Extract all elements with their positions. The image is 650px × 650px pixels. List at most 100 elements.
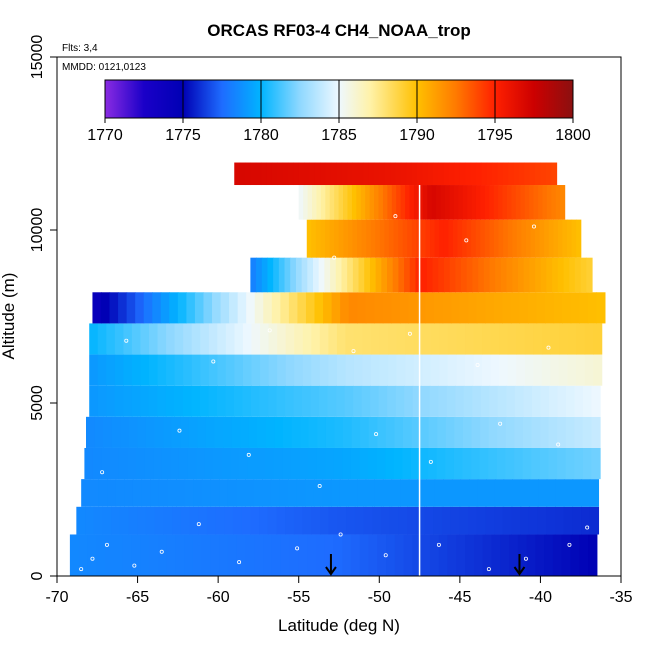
- curtain-cell: [433, 506, 443, 535]
- curtain-cell: [446, 385, 456, 417]
- curtain-cell: [482, 354, 492, 386]
- curtain-cell: [348, 479, 358, 507]
- curtain-cell: [178, 447, 189, 480]
- curtain-cell: [544, 534, 554, 576]
- y-tick-label: 15000: [29, 35, 46, 80]
- curtain-cell: [89, 354, 99, 386]
- curtain-cell: [396, 323, 406, 355]
- curtain-cell: [333, 447, 343, 480]
- curtain-cell: [141, 479, 151, 507]
- curtain-cell: [307, 534, 317, 576]
- curtain-cell: [391, 185, 397, 220]
- curtain-cell: [219, 479, 229, 507]
- curtain-cell: [271, 534, 282, 576]
- sample-point: [124, 338, 129, 343]
- curtain-cell: [538, 185, 544, 220]
- curtain-cell: [462, 416, 473, 448]
- curtain-cell: [314, 162, 321, 186]
- curtain-cell: [396, 185, 402, 220]
- curtain-cell: [149, 323, 159, 355]
- curtain-cell: [507, 219, 513, 258]
- curtain-cell: [415, 257, 422, 293]
- curtain-cell: [563, 506, 573, 535]
- curtain-cell: [456, 323, 466, 355]
- curtain-cell: [445, 416, 456, 448]
- curtain-layer: [298, 185, 566, 220]
- curtain-cell: [93, 506, 104, 535]
- curtain-cell: [131, 354, 142, 386]
- sample-point: [556, 442, 561, 447]
- curtain-cell: [576, 323, 586, 355]
- curtain-cell: [545, 292, 555, 324]
- curtain-cell: [271, 162, 278, 186]
- curtain-cell: [197, 416, 207, 448]
- curtain-cell: [580, 257, 587, 293]
- curtain-cell: [484, 185, 490, 220]
- x-tick-label: -55: [287, 589, 310, 606]
- curtain-cell: [529, 162, 536, 186]
- curtain-cell: [441, 506, 452, 535]
- curtain-cell: [456, 354, 466, 386]
- curtain-cell: [325, 219, 331, 258]
- curtain-cell: [313, 257, 320, 293]
- curtain-cell: [279, 479, 289, 507]
- curtain-cell: [154, 416, 164, 448]
- sample-point: [332, 255, 337, 260]
- curtain-cell: [584, 323, 594, 355]
- curtain-cell: [426, 257, 434, 293]
- curtain-cell: [482, 534, 493, 576]
- curtain-cell: [538, 479, 548, 507]
- sample-points: [79, 214, 590, 572]
- x-axis-label: Latitude (deg N): [278, 616, 400, 635]
- sample-point: [267, 328, 272, 333]
- flights-note: Flts: 3,4: [62, 43, 98, 54]
- curtain-cell: [581, 506, 591, 535]
- curtain-cell: [407, 219, 413, 258]
- curtain-cell: [318, 257, 325, 293]
- curtain-cell: [163, 416, 173, 448]
- curtain-cell: [294, 323, 304, 355]
- curtain-cell: [394, 416, 404, 448]
- sample-point: [393, 214, 398, 219]
- curtain-cell: [499, 354, 509, 386]
- curtain-cell: [131, 323, 142, 355]
- curtain-cell: [282, 447, 292, 480]
- curtain-cell: [172, 506, 182, 535]
- curtain-cell: [372, 506, 382, 535]
- curtain-cell: [107, 479, 117, 507]
- curtain-cell: [420, 416, 430, 448]
- curtain-cell: [465, 354, 475, 386]
- curtain-cell: [548, 385, 559, 417]
- curtain-cell: [97, 354, 107, 386]
- curtain-cell: [343, 416, 353, 448]
- curtain-cell: [356, 185, 362, 220]
- curtain-cell: [319, 506, 330, 535]
- curtain-cell: [518, 162, 525, 186]
- curtain-cell: [317, 416, 327, 448]
- curtain-cell: [106, 354, 116, 386]
- curtain-cell: [97, 323, 107, 355]
- curtain-cell: [170, 447, 180, 480]
- curtain-cell: [225, 385, 235, 417]
- curtain-cell: [337, 506, 347, 535]
- curtain-cell: [574, 257, 582, 293]
- curtain-cell: [456, 534, 466, 576]
- curtain-cell: [264, 447, 275, 480]
- curtain-cell: [119, 506, 130, 535]
- curtain-cell: [463, 385, 473, 417]
- curtain-cell: [461, 257, 468, 293]
- curtain-cell: [277, 323, 287, 355]
- curtain-cell: [539, 219, 545, 258]
- curtain-cell: [263, 292, 273, 324]
- curtain-cell: [353, 385, 363, 417]
- curtain-cell: [234, 323, 244, 355]
- curtain-cell: [149, 354, 159, 386]
- x-tick-label: -35: [609, 589, 632, 606]
- curtain-cell: [174, 323, 184, 355]
- curtain-cell: [325, 416, 336, 448]
- curtain-cell: [89, 479, 100, 507]
- curtain-cell: [227, 534, 238, 576]
- curtain-cell: [502, 162, 509, 186]
- curtain-cell: [488, 416, 498, 448]
- sample-point: [546, 345, 551, 350]
